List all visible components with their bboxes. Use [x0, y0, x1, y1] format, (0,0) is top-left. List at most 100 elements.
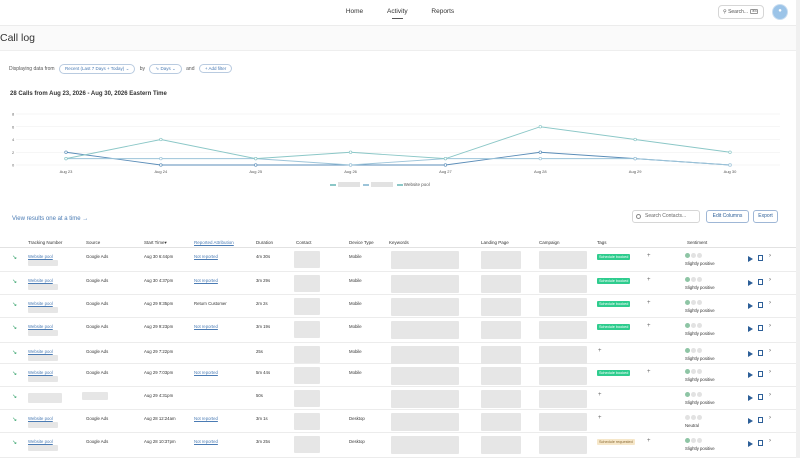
add-tag-icon[interactable]: + [598, 392, 602, 398]
table-row[interactable]: ↘ Website pool Google Ads Aug 29 7:22pm 25s M… [0, 343, 800, 364]
data-point[interactable] [254, 163, 258, 167]
data-point[interactable] [254, 156, 258, 161]
sentiment-indicator[interactable] [685, 348, 703, 354]
data-point[interactable] [633, 156, 637, 161]
tracking-number-link[interactable]: Website pool [28, 324, 53, 329]
sentiment-indicator[interactable] [685, 323, 703, 329]
table-row[interactable]: ↘ Aug 29 4:31pm 50s + Slightly positive › [0, 387, 800, 410]
play-icon[interactable] [748, 351, 753, 357]
transcript-icon[interactable] [758, 325, 763, 331]
play-icon[interactable] [748, 256, 753, 262]
reported-attribution-value[interactable]: Not reported [194, 324, 218, 329]
col-tags[interactable]: Tags [597, 240, 607, 245]
col-reported-attribution[interactable]: Reported Attribution [194, 240, 234, 245]
tag-badge[interactable]: Schedule booked [597, 301, 631, 307]
data-point[interactable] [538, 156, 542, 161]
col-start-time[interactable]: Start Time▾ [144, 240, 167, 245]
chevron-right-icon[interactable]: › [769, 369, 771, 375]
export-button[interactable]: Export [753, 210, 778, 223]
transcript-icon[interactable] [758, 417, 763, 423]
transcript-icon[interactable] [758, 350, 763, 356]
data-point[interactable] [159, 156, 163, 161]
play-icon[interactable] [748, 303, 753, 309]
add-tag-icon[interactable]: + [598, 348, 602, 354]
tag-badge[interactable]: Schedule booked [597, 370, 631, 376]
data-point[interactable] [443, 163, 448, 167]
data-point[interactable] [443, 156, 448, 161]
transcript-icon[interactable] [758, 371, 763, 377]
tracking-number-link[interactable]: Website pool [28, 301, 53, 306]
reported-attribution-value[interactable]: Not reported [194, 370, 218, 375]
data-point[interactable] [728, 150, 732, 154]
tag-badge[interactable]: Schedule booked [597, 254, 631, 260]
play-icon[interactable] [748, 395, 753, 401]
date-range-dropdown[interactable]: Recent (Last 7 Days + Today) ⌄ [58, 64, 136, 74]
chevron-right-icon[interactable]: › [769, 438, 771, 444]
nav-reports[interactable]: Reports [431, 8, 455, 15]
sentiment-indicator[interactable] [685, 277, 703, 283]
sentiment-indicator[interactable] [685, 415, 703, 421]
chevron-right-icon[interactable]: › [769, 300, 771, 306]
data-point[interactable] [728, 163, 732, 167]
group-by-dropdown[interactable]: ∿ Days ⌄ [149, 64, 182, 74]
add-tag-icon[interactable]: + [647, 369, 651, 375]
table-row[interactable]: ↘ Website pool Google Ads Aug 29 7:03pm Not … [0, 364, 800, 387]
transcript-icon[interactable] [758, 394, 763, 400]
tracking-number-link[interactable]: Website pool [28, 370, 53, 375]
table-row[interactable]: ↘ Website pool Google Ads Aug 30 4:37pm Not … [0, 272, 800, 295]
add-tag-icon[interactable]: + [647, 438, 651, 444]
sentiment-indicator[interactable] [685, 438, 703, 444]
sentiment-indicator[interactable] [685, 300, 703, 306]
nav-home[interactable]: Home [345, 8, 364, 15]
transcript-icon[interactable] [758, 279, 763, 285]
chevron-right-icon[interactable]: › [769, 415, 771, 421]
add-filter-button[interactable]: + Add filter [198, 64, 233, 73]
tracking-number-link[interactable]: Website pool [28, 349, 53, 354]
table-row[interactable]: ↘ Website pool Google Ads Aug 29 9:23pm Not … [0, 318, 800, 343]
chevron-right-icon[interactable]: › [769, 253, 771, 259]
play-icon[interactable] [748, 280, 753, 286]
reported-attribution-value[interactable]: Return Customer [194, 301, 227, 306]
transcript-icon[interactable] [758, 440, 763, 446]
table-row[interactable]: ↘ Website pool Google Ads Aug 28 10:37pm Not… [0, 433, 800, 458]
reported-attribution-value[interactable]: Not reported [194, 439, 218, 444]
col-duration[interactable]: Duration [256, 240, 274, 245]
play-icon[interactable] [748, 441, 753, 447]
sentiment-indicator[interactable] [685, 369, 703, 375]
data-point[interactable] [64, 156, 68, 161]
table-row[interactable]: ↘ Website pool Google Ads Aug 28 12:24am Not… [0, 410, 800, 433]
data-point[interactable] [159, 137, 163, 142]
reported-attribution-value[interactable]: Not reported [194, 254, 218, 259]
data-point[interactable] [159, 163, 163, 167]
chevron-right-icon[interactable]: › [769, 277, 771, 283]
play-icon[interactable] [748, 326, 753, 332]
col-landing-page[interactable]: Landing Page [481, 240, 509, 245]
search-contacts-input[interactable]: Search Contacts... [632, 210, 700, 223]
tracking-number-link[interactable]: Website pool [28, 416, 53, 421]
add-tag-icon[interactable]: + [598, 415, 602, 421]
data-point[interactable] [633, 137, 637, 142]
col-device-type[interactable]: Device Type [349, 240, 374, 245]
data-point[interactable] [348, 150, 353, 154]
play-icon[interactable] [748, 418, 753, 424]
reported-attribution-value[interactable]: Not reported [194, 416, 218, 421]
view-one-at-a-time-link[interactable]: View results one at a time → [12, 216, 89, 222]
col-contact[interactable]: Contact [296, 240, 312, 245]
sentiment-indicator[interactable] [685, 253, 703, 259]
tracking-number-link[interactable]: Website pool [28, 278, 53, 283]
col-sentiment[interactable]: Sentiment [687, 240, 708, 245]
edit-columns-button[interactable]: Edit Columns [706, 210, 749, 223]
col-source[interactable]: Source [86, 240, 101, 245]
reported-attribution-value[interactable]: Not reported [194, 278, 218, 283]
chevron-right-icon[interactable]: › [769, 392, 771, 398]
sentiment-indicator[interactable] [685, 392, 703, 398]
global-search-button[interactable]: ⚲ Search... ⌘K [718, 5, 764, 19]
data-point[interactable] [348, 163, 353, 167]
tracking-number-link[interactable]: Website pool [28, 439, 53, 444]
data-point[interactable] [64, 150, 68, 154]
col-campaign[interactable]: Campaign [539, 240, 560, 245]
data-point[interactable] [538, 150, 542, 154]
legend-label-website-pool[interactable]: Website pool [403, 182, 430, 187]
transcript-icon[interactable] [758, 302, 763, 308]
tag-badge[interactable]: Schedule requested [597, 439, 635, 445]
